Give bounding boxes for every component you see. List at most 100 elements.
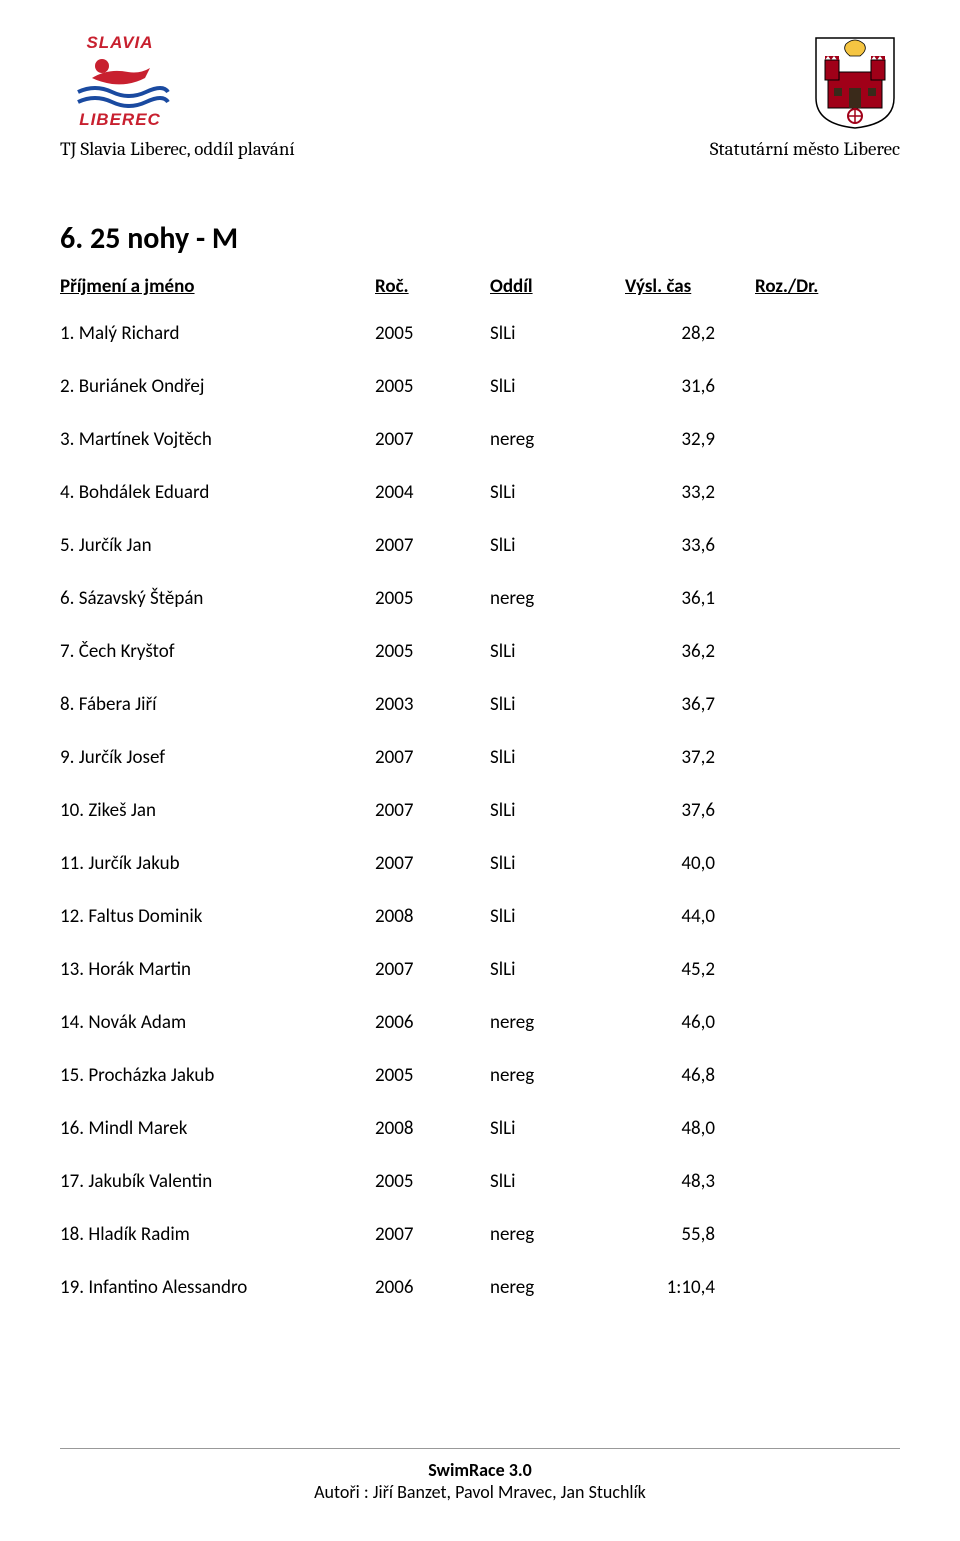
cell-cas: 48,0	[625, 1117, 755, 1140]
cell-name: 14. Novák Adam	[60, 1011, 375, 1034]
cell-roc: 2006	[375, 1276, 490, 1299]
cell-name: 12. Faltus Dominik	[60, 905, 375, 928]
cell-oddil: SlLi	[490, 852, 625, 875]
cell-name: 1. Malý Richard	[60, 322, 375, 345]
table-row: 5. Jurčík Jan2007SlLi33,6	[60, 534, 900, 557]
table-row: 1. Malý Richard2005SlLi28,2	[60, 322, 900, 345]
cell-cas: 1:10,4	[625, 1276, 755, 1299]
cell-roc: 2005	[375, 322, 490, 345]
table-row: 14. Novák Adam2006nereg46,0	[60, 1011, 900, 1034]
section-title: 6. 25 nohy - M	[60, 220, 900, 257]
svg-text:SLAVIA: SLAVIA	[86, 33, 153, 52]
table-row: 6. Sázavský Štěpán2005nereg36,1	[60, 587, 900, 610]
col-header-roz: Roz./Dr.	[755, 275, 875, 298]
table-row: 7. Čech Kryštof2005SlLi36,2	[60, 640, 900, 663]
cell-name: 16. Mindl Marek	[60, 1117, 375, 1140]
table-row: 10. Zikeš Jan2007SlLi37,6	[60, 799, 900, 822]
footer-divider	[60, 1448, 900, 1449]
cell-oddil: nereg	[490, 1011, 625, 1034]
table-row: 2. Buriánek Ondřej2005SlLi31,6	[60, 375, 900, 398]
cell-oddil: nereg	[490, 428, 625, 451]
cell-roc: 2007	[375, 746, 490, 769]
cell-roc: 2003	[375, 693, 490, 716]
liberec-coat-of-arms-icon	[810, 30, 900, 130]
cell-cas: 33,2	[625, 481, 755, 504]
subheader: TJ Slavia Liberec, oddíl plavání Statutá…	[60, 138, 900, 160]
cell-name: 7. Čech Kryštof	[60, 640, 375, 663]
cell-cas: 48,3	[625, 1170, 755, 1193]
col-header-cas: Výsl. čas	[625, 275, 755, 298]
cell-name: 9. Jurčík Josef	[60, 746, 375, 769]
table-row: 8. Fábera Jiří2003SlLi36,7	[60, 693, 900, 716]
cell-name: 10. Zikeš Jan	[60, 799, 375, 822]
cell-oddil: SlLi	[490, 746, 625, 769]
cell-cas: 28,2	[625, 322, 755, 345]
cell-cas: 33,6	[625, 534, 755, 557]
table-row: 17. Jakubík Valentin2005SlLi48,3	[60, 1170, 900, 1193]
cell-oddil: nereg	[490, 1064, 625, 1087]
cell-oddil: SlLi	[490, 958, 625, 981]
cell-roc: 2005	[375, 587, 490, 610]
table-row: 16. Mindl Marek2008SlLi48,0	[60, 1117, 900, 1140]
table-row: 3. Martínek Vojtěch2007nereg32,9	[60, 428, 900, 451]
cell-name: 19. Infantino Alessandro	[60, 1276, 375, 1299]
cell-roc: 2005	[375, 1170, 490, 1193]
column-headers: Příjmení a jméno Roč. Oddíl Výsl. čas Ro…	[60, 275, 900, 298]
table-row: 12. Faltus Dominik2008SlLi44,0	[60, 905, 900, 928]
cell-name: 11. Jurčík Jakub	[60, 852, 375, 875]
cell-name: 18. Hladík Radim	[60, 1223, 375, 1246]
slavia-logo: SLAVIA LIBEREC	[60, 30, 180, 130]
cell-cas: 36,2	[625, 640, 755, 663]
cell-roc: 2004	[375, 481, 490, 504]
table-row: 19. Infantino Alessandro2006nereg1:10,4	[60, 1276, 900, 1299]
cell-oddil: SlLi	[490, 481, 625, 504]
cell-cas: 40,0	[625, 852, 755, 875]
cell-roc: 2005	[375, 640, 490, 663]
cell-name: 3. Martínek Vojtěch	[60, 428, 375, 451]
cell-cas: 36,1	[625, 587, 755, 610]
col-header-oddil: Oddíl	[490, 275, 625, 298]
cell-name: 2. Buriánek Ondřej	[60, 375, 375, 398]
cell-oddil: SlLi	[490, 1117, 625, 1140]
cell-name: 17. Jakubík Valentin	[60, 1170, 375, 1193]
cell-roc: 2005	[375, 1064, 490, 1087]
cell-roc: 2005	[375, 375, 490, 398]
cell-cas: 32,9	[625, 428, 755, 451]
svg-text:LIBEREC: LIBEREC	[79, 110, 161, 129]
header: SLAVIA LIBEREC	[60, 30, 900, 130]
table-row: 4. Bohdálek Eduard2004SlLi33,2	[60, 481, 900, 504]
cell-cas: 36,7	[625, 693, 755, 716]
cell-roc: 2007	[375, 958, 490, 981]
cell-name: 5. Jurčík Jan	[60, 534, 375, 557]
cell-oddil: SlLi	[490, 905, 625, 928]
table-row: 9. Jurčík Josef2007SlLi37,2	[60, 746, 900, 769]
cell-roc: 2007	[375, 799, 490, 822]
cell-oddil: nereg	[490, 587, 625, 610]
footer: SwimRace 3.0 Autoři : Jiří Banzet, Pavol…	[0, 1448, 960, 1503]
cell-oddil: SlLi	[490, 640, 625, 663]
table-row: 13. Horák Martin2007SlLi45,2	[60, 958, 900, 981]
cell-name: 15. Procházka Jakub	[60, 1064, 375, 1087]
cell-oddil: SlLi	[490, 322, 625, 345]
cell-cas: 37,6	[625, 799, 755, 822]
cell-roc: 2007	[375, 852, 490, 875]
footer-title: SwimRace 3.0	[0, 1459, 960, 1481]
table-row: 11. Jurčík Jakub2007SlLi40,0	[60, 852, 900, 875]
footer-authors: Autoři : Jiří Banzet, Pavol Mravec, Jan …	[0, 1481, 960, 1503]
cell-cas: 37,2	[625, 746, 755, 769]
cell-oddil: SlLi	[490, 534, 625, 557]
cell-cas: 44,0	[625, 905, 755, 928]
results-table: 1. Malý Richard2005SlLi28,22. Buriánek O…	[60, 322, 900, 1299]
cell-roc: 2008	[375, 1117, 490, 1140]
cell-oddil: SlLi	[490, 1170, 625, 1193]
org-title: TJ Slavia Liberec, oddíl plavání	[60, 138, 295, 160]
cell-roc: 2007	[375, 534, 490, 557]
cell-oddil: nereg	[490, 1276, 625, 1299]
city-title: Statutární město Liberec	[710, 138, 900, 160]
cell-roc: 2008	[375, 905, 490, 928]
cell-oddil: SlLi	[490, 375, 625, 398]
cell-cas: 55,8	[625, 1223, 755, 1246]
cell-cas: 46,8	[625, 1064, 755, 1087]
cell-oddil: SlLi	[490, 799, 625, 822]
cell-oddil: nereg	[490, 1223, 625, 1246]
